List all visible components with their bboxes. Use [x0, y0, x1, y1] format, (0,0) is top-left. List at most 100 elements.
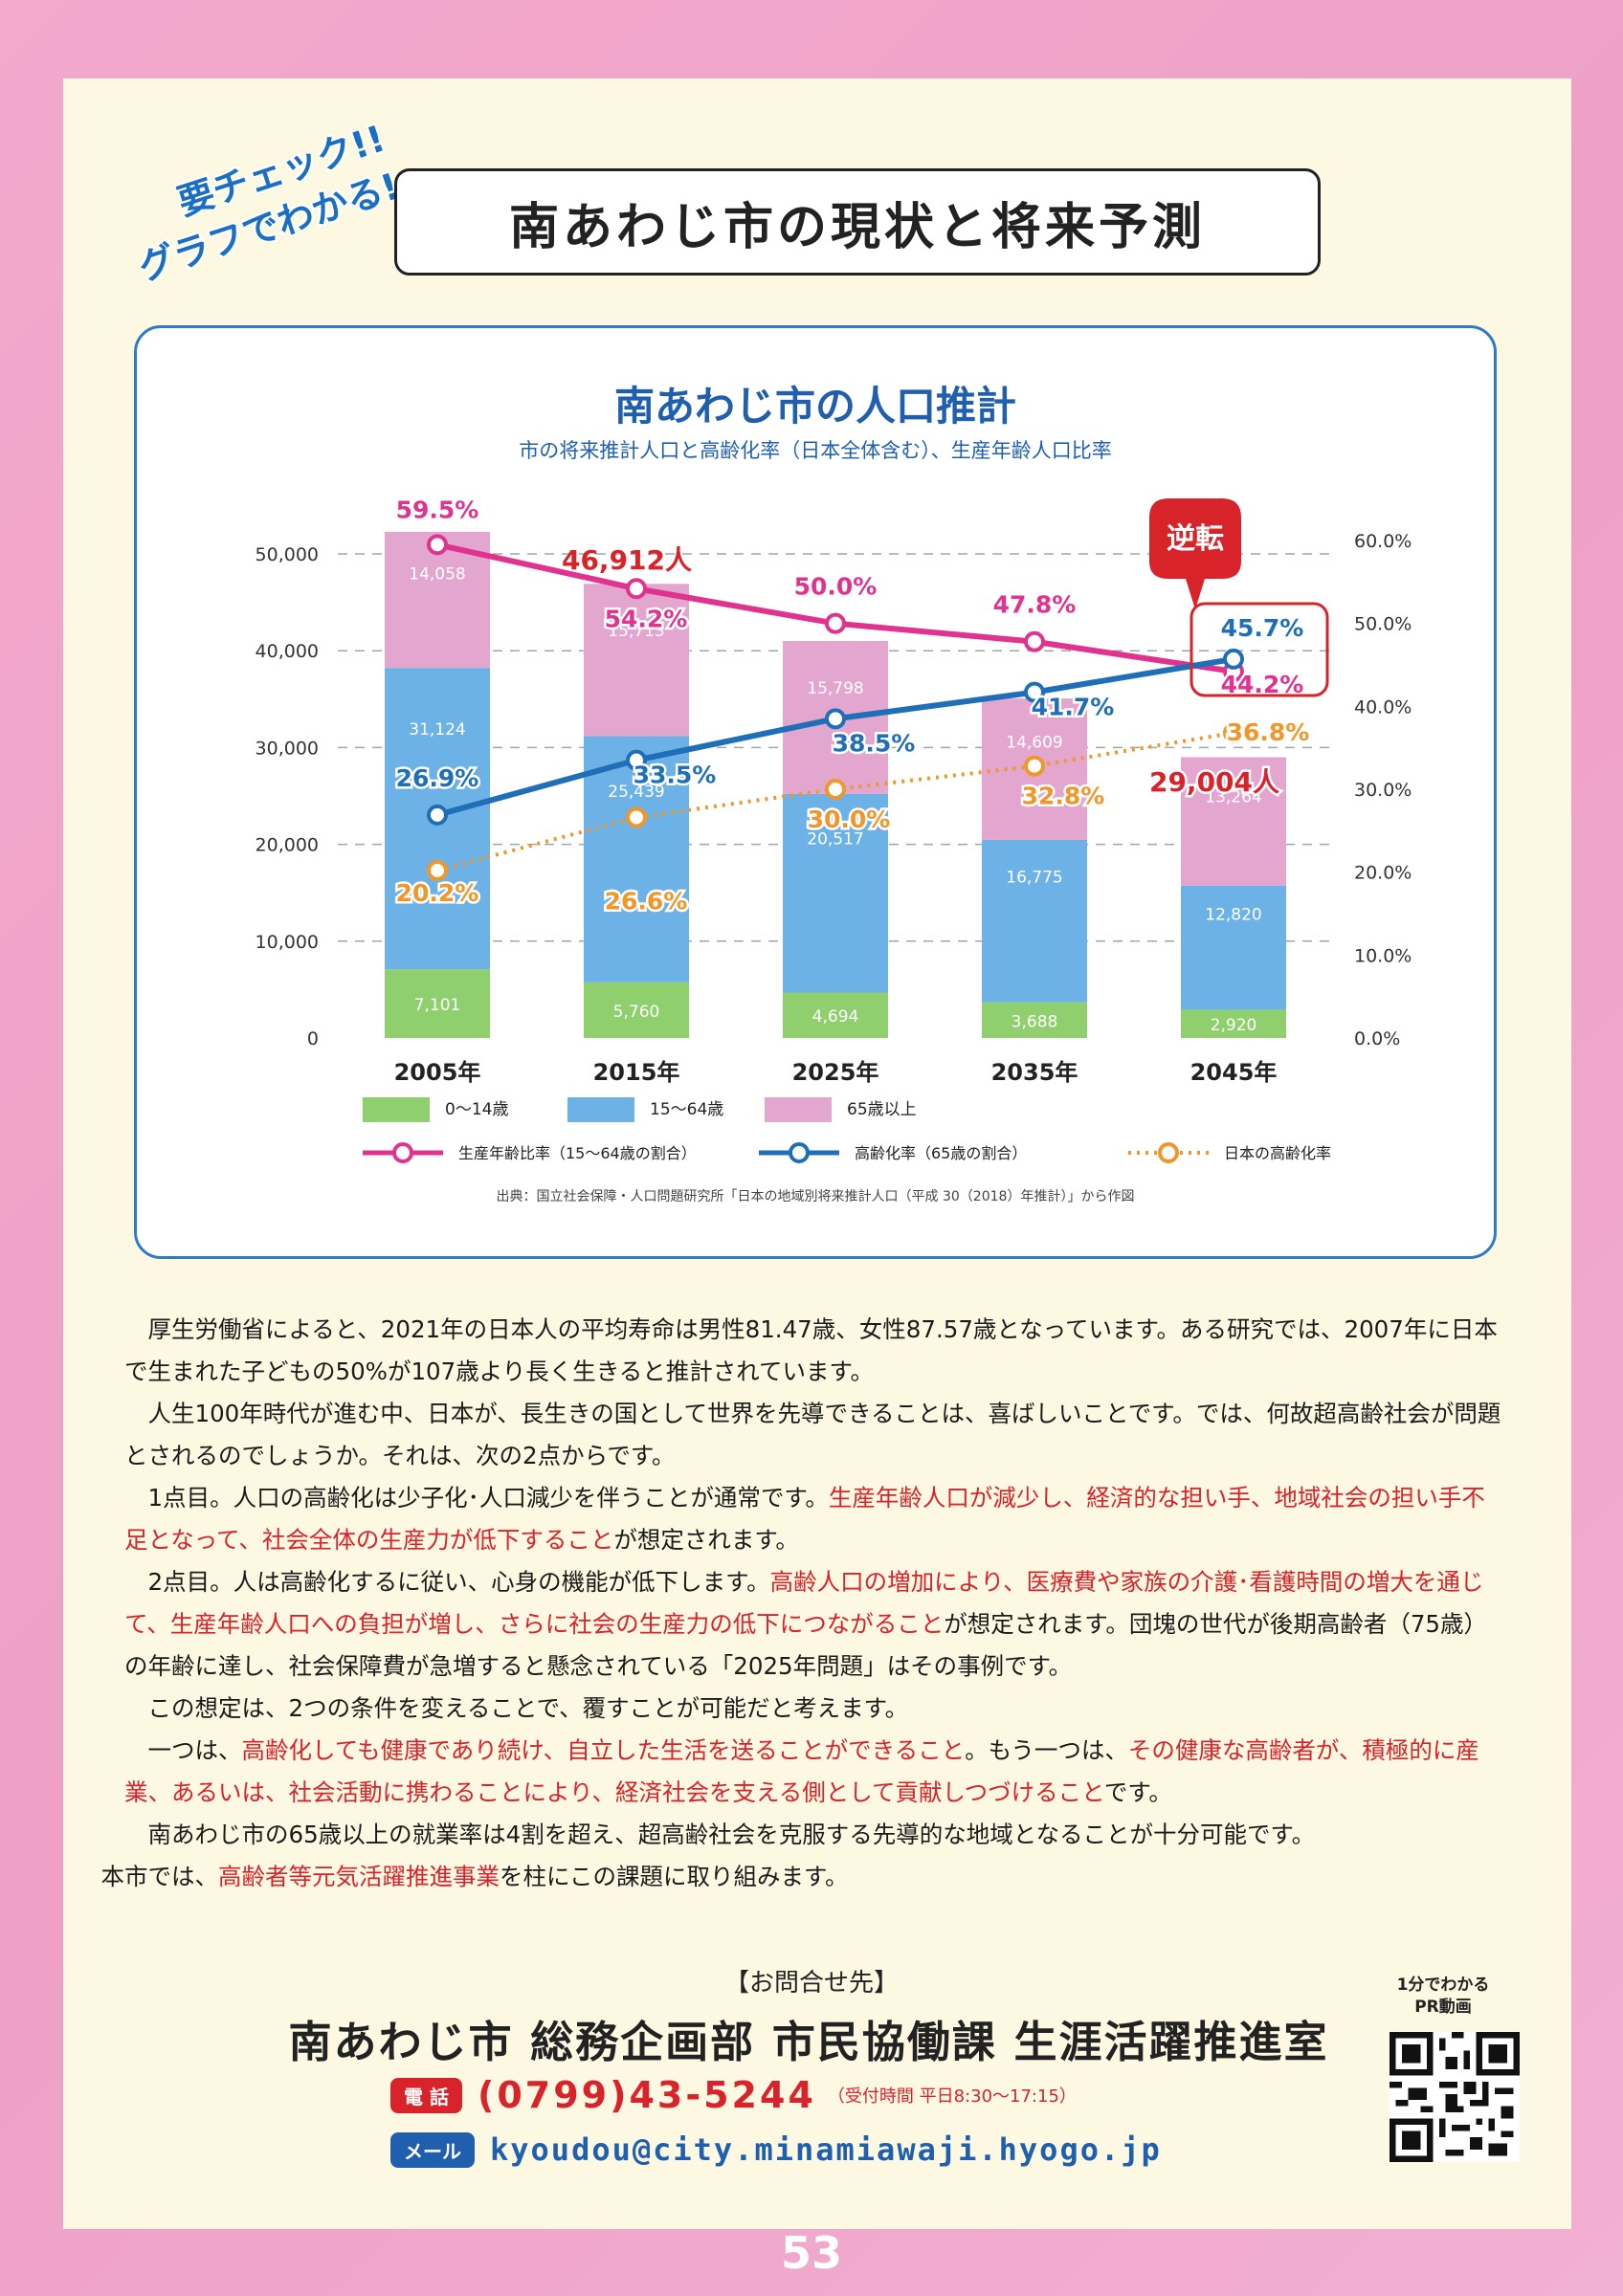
p4-highlight: 高齢人口の増加により、医療費や家族の介護･看護時間の増大を通じて、生産年齢人口へ… — [124, 1568, 1484, 1638]
bar-value-label: 16,775 — [1006, 868, 1062, 887]
p3-text-b: が想定されます。 — [613, 1526, 799, 1554]
series-point — [1024, 630, 1045, 652]
reversal-highlight-box — [1189, 602, 1329, 697]
total-2015-label: 46,912人 — [562, 544, 692, 576]
series-point — [427, 859, 448, 881]
series-point-label: 33.5% — [634, 762, 717, 789]
bar-segment — [982, 839, 1087, 1003]
mail-address[interactable]: kyoudou@city.minamiawaji.hyogo.jp — [490, 2131, 1162, 2168]
x-tick-label: 2045年 — [1190, 1059, 1278, 1086]
bar-value-label: 15,798 — [807, 679, 863, 698]
tel-number[interactable]: (0799)43-5244 — [477, 2074, 816, 2116]
page-number: 53 — [780, 2227, 842, 2279]
legend-label: 日本の高齢化率 — [1224, 1144, 1331, 1162]
paragraph-7: 南あわじ市の65歳以上の就業率は4割を超え、超高齢社会を克服する先導的な地域とな… — [101, 1814, 1502, 1898]
population-chart: 0 10,000 20,000 30,000 40,000 50,000 0.0% 10.0%… — [256, 494, 1412, 1204]
p6-text-b: 。もう一つは、 — [965, 1736, 1128, 1764]
bar-value-label: 2,920 — [1211, 1016, 1257, 1035]
total-2045-label: 29,004人 — [1149, 766, 1279, 798]
chart-title: 南あわじ市の人口推計 — [613, 383, 1016, 430]
chart-card: 南あわじ市の人口推計 市の将来推計人口と高齢化率（日本全体含む）、生産年齢人口比… — [134, 325, 1497, 1259]
page-title: 南あわじ市の現状と将来予測 — [394, 168, 1321, 276]
p4-text-a: 2点目。人は高齢化するに従い、心身の機能が低下します。 — [147, 1568, 770, 1596]
series-point — [626, 578, 647, 600]
series-point-label: 26.9% — [396, 764, 479, 792]
series-point-label: 38.5% — [833, 729, 916, 757]
bar-segment — [783, 793, 888, 993]
series-point-label: 30.0% — [808, 806, 891, 833]
p3-highlight: 生産年齢人口が減少し、経済的な担い手、地域社会の担い手不足となって、社会全体の生… — [124, 1484, 1485, 1554]
p8-highlight: 高齢者等元気活躍推進事業 — [218, 1863, 500, 1890]
series-point — [1024, 755, 1045, 777]
qr-code-icon[interactable] — [1390, 2032, 1520, 2162]
bar-segment — [584, 584, 689, 737]
series-point-label: 59.5% — [396, 496, 479, 523]
contact-organization: 南あわじ市 総務企画部 市民協働課 生涯活躍推進室 — [288, 2017, 1329, 2067]
contact-tel-row: 電 話 (0799)43-5244 （受付時間 平日8:30〜17:15） — [390, 2074, 1077, 2116]
bar-value-label: 31,124 — [409, 720, 465, 740]
legend-swatch — [363, 1097, 430, 1122]
bar-segment — [385, 969, 490, 1038]
y2-tick-label: 40.0% — [1354, 696, 1412, 718]
series-point — [626, 806, 647, 828]
chart-subtitle: 市の将来推計人口と高齢化率（日本全体含む）、生産年齢人口比率 — [519, 439, 1112, 462]
series-point-label: 20.2% — [396, 879, 479, 907]
legend-marker — [1158, 1142, 1179, 1163]
legend-label: 65歳以上 — [847, 1100, 917, 1119]
bar-value-label: 25,439 — [608, 783, 664, 802]
series-point — [427, 534, 448, 556]
contact-heading: 【お問合せ先】 — [723, 1969, 899, 1998]
bar-value-label: 3,688 — [1012, 1012, 1058, 1031]
series-point-label: 50.0% — [794, 573, 878, 601]
x-tick-label: 2005年 — [394, 1059, 481, 1086]
paragraph-6: 一つは、高齢化しても健康であり続け、自立した生活を送ることができること。もう一つ… — [124, 1730, 1502, 1814]
bar-value-label: 12,820 — [1205, 905, 1261, 924]
tel-label: 電 話 — [390, 2077, 462, 2113]
chart-source: 出典：国立社会保障・人口問題研究所「日本の地域別将来推計人口（平成 30（201… — [497, 1189, 1135, 1204]
qr-label: 1分でわかる PR動画 — [1376, 1975, 1510, 2019]
bar-segment — [584, 736, 689, 982]
y2-tick-label: 20.0% — [1354, 863, 1412, 884]
legend-marker — [392, 1142, 413, 1163]
body-text: 厚生労働省によると、2021年の日本人の平均寿命は男性81.47歳、女性87.5… — [101, 1309, 1502, 1898]
series-point — [825, 779, 846, 800]
legend-label: 15〜64歳 — [650, 1100, 723, 1119]
p6-highlight-2: その健康な高齢者が、積極的に産業、あるいは、社会活動に携わることにより、経済社会… — [124, 1736, 1479, 1806]
bar-segment — [1181, 885, 1286, 1010]
tel-hours: （受付時間 平日8:30〜17:15） — [827, 2086, 1077, 2107]
bar-segment — [783, 992, 888, 1038]
reversal-balloon — [1149, 498, 1241, 609]
series-point-label: 54.2% — [605, 605, 688, 632]
y-tick-label: 0 — [307, 1028, 319, 1049]
paragraph-2: 人生100年時代が進む中、日本が、長生きの国として世界を先導できることは、喜ばし… — [124, 1400, 1501, 1469]
series-point — [825, 708, 846, 730]
mail-label: メール — [390, 2131, 475, 2168]
series-point-label: 47.8% — [993, 591, 1077, 619]
y-tick-label: 30,000 — [256, 738, 319, 759]
y2-tick-label: 60.0% — [1354, 531, 1412, 552]
qr-label-line2: PR動画 — [1414, 1998, 1472, 2017]
series-point — [1223, 722, 1244, 744]
y-tick-label: 20,000 — [256, 835, 319, 856]
p8-text-a: 本市では、 — [100, 1863, 219, 1890]
series-point — [825, 612, 846, 634]
series-point-label: 36.8% — [1227, 718, 1310, 746]
series-point-label: 41.7% — [1032, 694, 1115, 721]
y-tick-label: 40,000 — [256, 641, 319, 662]
legend-swatch — [567, 1097, 634, 1122]
legend-label: 高齢化率（65歳の割合） — [855, 1144, 1027, 1162]
bar-value-label: 13,264 — [1205, 788, 1261, 807]
p6-highlight-1: 高齢化しても健康であり続け、自立した生活を送ることができること — [241, 1736, 966, 1764]
paragraph-3: 1点目。人口の高齢化は少子化･人口減少を伴うことが通常です。生産年齢人口が減少し… — [124, 1477, 1502, 1561]
y2-tick-label: 10.0% — [1354, 945, 1412, 966]
bar-value-label: 14,609 — [1006, 733, 1062, 752]
bar-segment — [982, 1002, 1087, 1038]
series-point — [427, 804, 448, 826]
paragraph-5: この想定は、2つの条件を変えることで、覆すことが可能だと考えます。 — [147, 1694, 909, 1722]
qr-label-line1: 1分でわかる — [1396, 1976, 1490, 1995]
series-point — [626, 749, 647, 771]
legend-label: 生産年齢比率（15〜64歳の割合） — [458, 1144, 697, 1162]
bar-value-label: 5,760 — [613, 1003, 660, 1022]
p8-text-b: を柱にこの課題に取り組みます。 — [500, 1863, 849, 1890]
legend-label: 0〜14歳 — [445, 1100, 508, 1119]
